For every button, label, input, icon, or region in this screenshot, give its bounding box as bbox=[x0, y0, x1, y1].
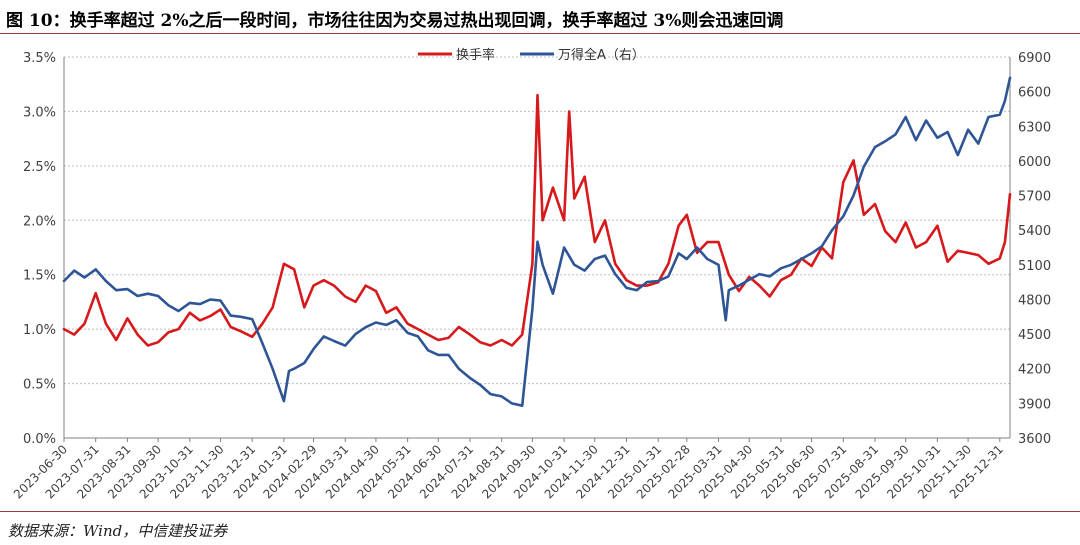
chart-area: 0.0% 0.5% 1.0% 1.5% 2.0% 2.5% 3.0% 3.5% 3600 3900… bbox=[0, 36, 1080, 506]
y-left-tick-label: 2.5% bbox=[23, 160, 56, 175]
y-right-tick-label: 5100 bbox=[1018, 259, 1051, 274]
wind-all-a-index-line bbox=[62, 76, 1012, 408]
legend-label: 万得全A（右） bbox=[558, 47, 645, 63]
data-source: 数据来源：Wind，中信建投证券 bbox=[8, 522, 228, 540]
y-right-tick-label: 6000 bbox=[1018, 155, 1051, 170]
source-bar: 数据来源：Wind，中信建投证券 bbox=[0, 511, 1080, 545]
legend-label: 换手率 bbox=[456, 47, 495, 63]
series-lines bbox=[62, 76, 1012, 408]
y-right-tick-label: 5400 bbox=[1018, 224, 1051, 239]
y-right-tick-label: 3600 bbox=[1018, 432, 1051, 447]
y-right-tick-label: 4800 bbox=[1018, 293, 1051, 308]
y-left-tick-label: 2.0% bbox=[23, 214, 56, 229]
turnover-rate-line bbox=[62, 93, 1012, 347]
y-left-tick-label: 0.5% bbox=[23, 378, 56, 393]
y-left-tick-label: 3.5% bbox=[23, 51, 56, 66]
y-left-tick-label: 3.0% bbox=[23, 105, 56, 120]
title-bar: 图 10：换手率超过 2%之后一段时间，市场往往因为交易过热出现回调，换手率超过… bbox=[0, 0, 1080, 34]
y-right-tick-label: 4200 bbox=[1018, 363, 1051, 378]
y-right-tick-label: 5700 bbox=[1018, 190, 1051, 205]
y-left-tick-label: 1.0% bbox=[23, 323, 56, 338]
y-left-tick-label: 1.5% bbox=[23, 269, 56, 284]
y-right-tick-label: 3900 bbox=[1018, 397, 1051, 412]
y-right-tick-label: 6300 bbox=[1018, 120, 1051, 135]
y-right-tick-label: 6600 bbox=[1018, 86, 1051, 101]
dual-axis-line-chart: 0.0% 0.5% 1.0% 1.5% 2.0% 2.5% 3.0% 3.5% 3600 3900… bbox=[11, 47, 1051, 501]
y-right-tick-label: 6900 bbox=[1018, 51, 1051, 66]
y-left-tick-label: 0.0% bbox=[23, 432, 56, 447]
legend: 换手率 万得全A（右） bbox=[418, 47, 645, 63]
y-right-tick-label: 4500 bbox=[1018, 328, 1051, 343]
chart-title: 图 10：换手率超过 2%之后一段时间，市场往往因为交易过热出现回调，换手率超过… bbox=[6, 11, 784, 31]
